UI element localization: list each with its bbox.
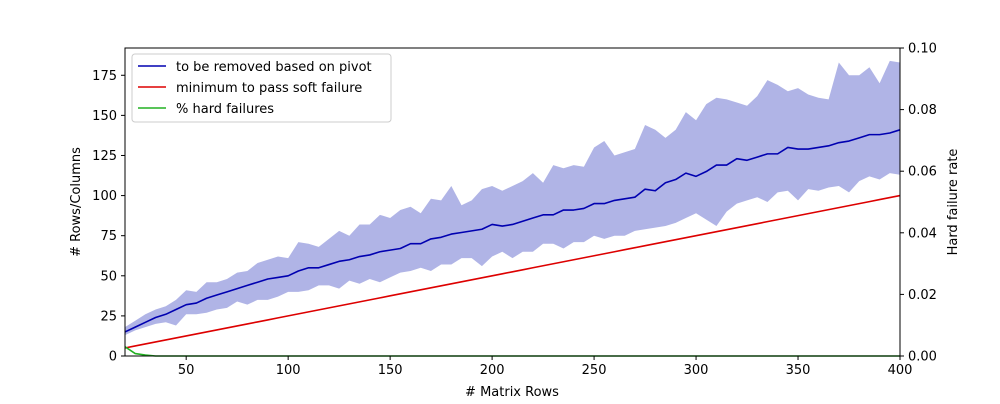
x-tick-label: 50	[178, 363, 195, 378]
y2-tick-label: 0.10	[908, 42, 937, 57]
y-axis-right: 0.00 0.02 0.04 0.06 0.08 0.10	[900, 42, 937, 365]
x-tick-label: 150	[378, 363, 403, 378]
plot-frame	[124, 47, 901, 357]
y2-tick-label: 0.00	[908, 350, 937, 365]
y-tick-label: 50	[100, 269, 117, 284]
x-tick-label: 200	[480, 363, 505, 378]
y-tick-label: 175	[92, 69, 117, 84]
pivot-range-band	[125, 60, 900, 336]
legend-label-soft-failure: minimum to pass soft failure	[176, 81, 362, 96]
hard-failures-series-line	[124, 346, 900, 357]
legend-label-hard-failures: % hard failures	[176, 102, 274, 117]
legend: to be removed based on pivot minimum to …	[131, 53, 392, 123]
x-tick-label: 100	[276, 363, 301, 378]
y-axis-label: # Rows/Columns	[69, 147, 84, 257]
y2-axis-label: Hard failure rate	[946, 149, 961, 256]
legend-label-pivot: to be removed based on pivot	[176, 60, 372, 75]
pivot-series-line	[124, 129, 901, 333]
x-tick-label: 300	[684, 363, 709, 378]
y2-tick-label: 0.06	[908, 165, 937, 180]
soft-failure-series-line	[124, 194, 901, 349]
legend-box	[131, 53, 392, 123]
y-tick-label: 25	[100, 309, 117, 324]
y-axis-left: 0 25 50 75 100 125 150 175	[92, 69, 125, 365]
y-tick-label: 150	[92, 109, 117, 124]
x-tick-label: 250	[582, 363, 607, 378]
y-tick-label: 75	[100, 229, 117, 244]
x-tick-label: 350	[786, 363, 811, 378]
y2-tick-label: 0.02	[908, 288, 937, 303]
x-tick-label: 400	[888, 363, 913, 378]
y-tick-label: 125	[92, 149, 117, 164]
confidence-band-layer	[125, 60, 900, 336]
y-tick-label: 0	[109, 350, 117, 365]
x-axis: 50 100 150 200 250 300 350 400	[178, 356, 913, 378]
x-axis-label: # Matrix Rows	[465, 385, 559, 400]
y-tick-label: 100	[92, 189, 117, 204]
y2-tick-label: 0.08	[908, 103, 937, 118]
y2-tick-label: 0.04	[908, 226, 937, 241]
